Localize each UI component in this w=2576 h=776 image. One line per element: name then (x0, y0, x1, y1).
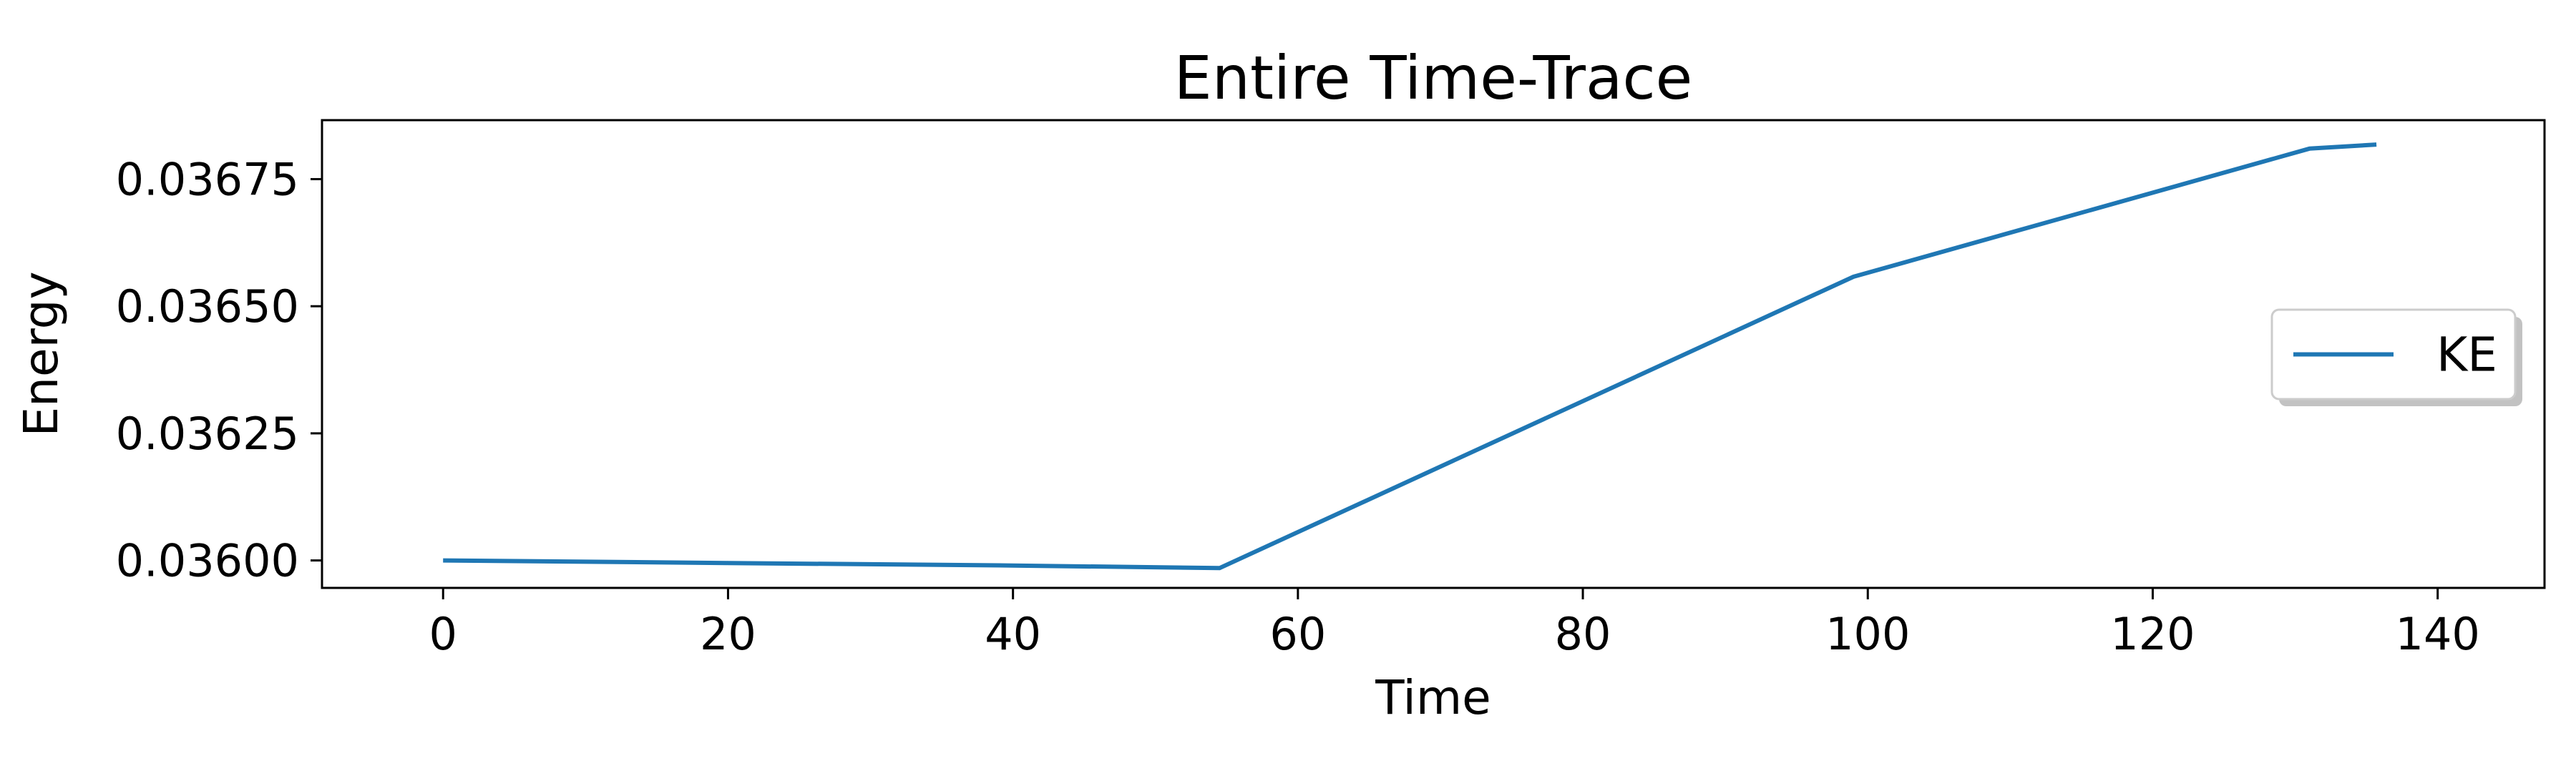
y-tick-label: 0.03650 (116, 280, 299, 333)
x-tick-label: 40 (985, 608, 1041, 660)
y-tick-label: 0.03625 (116, 408, 299, 460)
y-tick-label: 0.03675 (116, 153, 299, 205)
x-tick-label: 60 (1269, 608, 1326, 660)
series-line-ke (443, 142, 2377, 571)
y-axis-label: Energy (14, 271, 69, 436)
x-tick-label: 120 (2110, 608, 2195, 660)
chart-title: Entire Time-Trace (1174, 43, 1693, 113)
plot-area: 0 20 40 60 80 100 120 140 0.03600 0.03625 0.03650 0… (116, 119, 2546, 660)
y-tick-label: 0.03600 (116, 535, 299, 587)
legend: KE (2270, 308, 2522, 406)
x-tick-label: 80 (1555, 608, 1611, 660)
x-tick-label: 0 (429, 608, 457, 660)
x-tick-label: 140 (2396, 608, 2480, 660)
x-tick-label: 20 (700, 608, 756, 660)
legend-label-ke: KE (2436, 328, 2497, 383)
x-axis-label: Time (1375, 670, 1491, 725)
x-tick-label: 100 (1825, 608, 1910, 660)
axes-frame (321, 119, 2546, 589)
